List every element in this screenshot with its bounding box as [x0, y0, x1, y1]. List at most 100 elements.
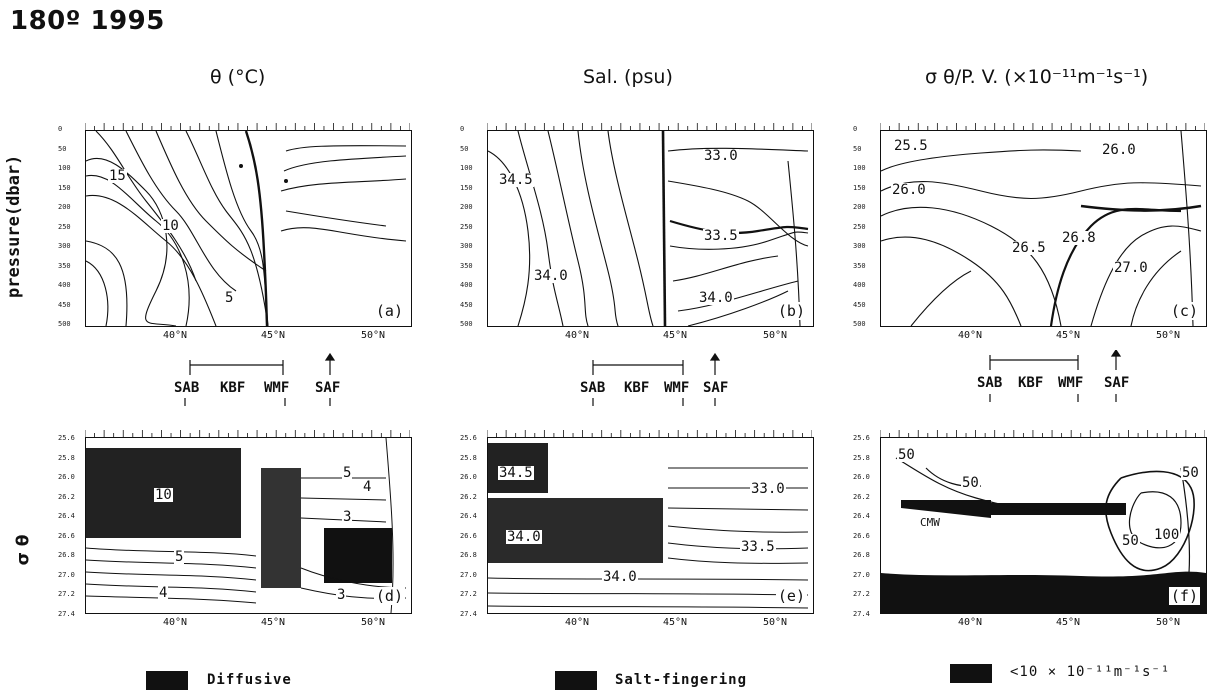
front-sab: SAB — [977, 375, 1003, 391]
pressure-tick: 250 — [853, 222, 866, 231]
latitude-tick: 40°N — [163, 330, 188, 341]
pressure-tick: 450 — [853, 300, 866, 309]
pressure-axis-label: pressure(dbar) — [4, 154, 24, 298]
sigma-tick: 26.4 — [853, 512, 870, 520]
contour-label: 100 — [1153, 527, 1181, 543]
contour-label: 50 — [1121, 533, 1140, 549]
sigma-tick: 26.0 — [58, 473, 75, 481]
contour-label: 3 — [336, 587, 347, 603]
pressure-tick: 200 — [58, 203, 71, 211]
sigma-tick: 26.2 — [58, 492, 75, 501]
pressure-tick: 0 — [58, 125, 63, 133]
pressure-tick: 400 — [853, 281, 866, 289]
front-kbf: KBF — [624, 380, 650, 396]
contour-label: 26.8 — [1061, 230, 1097, 246]
pressure-tick: 250 — [460, 222, 473, 231]
sigma-tick: 26.6 — [853, 531, 870, 540]
pressure-tick: 150 — [853, 183, 866, 192]
contour-label: 3 — [342, 509, 353, 525]
pressure-tick: 0 — [853, 125, 858, 133]
sigma-tick: 26.4 — [460, 512, 477, 520]
pressure-tick: 0 — [460, 125, 465, 133]
sigma-tick: 26.8 — [460, 551, 477, 559]
pressure-tick: 500 — [460, 320, 473, 328]
sigma-tick: 26.4 — [58, 512, 75, 520]
front-bracket-arrows — [184, 350, 1122, 406]
panel-c-density-section: 25.5 26.0 26.0 26.5 26.8 27.0 (c) — [880, 130, 1207, 327]
contour-label: 50 — [897, 447, 916, 463]
sigma-tick: 27.0 — [460, 570, 477, 579]
contour-label: 5 — [342, 465, 353, 481]
pressure-tick: 50 — [58, 144, 67, 153]
panel-f-contours — [881, 457, 1206, 613]
panel-c-label: (c) — [1168, 302, 1200, 320]
contour-label: 10 — [161, 218, 180, 234]
panel-a-label: (a) — [373, 302, 405, 320]
contour-label: 50 — [961, 475, 980, 491]
panel-e-label: (e) — [775, 587, 807, 605]
pressure-tick: 150 — [58, 183, 71, 192]
latitude-tick: 50°N — [763, 617, 788, 628]
sigma-tick: 27.0 — [853, 570, 870, 579]
pressure-tick: 400 — [58, 281, 71, 289]
sigma-tick: 26.2 — [460, 492, 477, 501]
latitude-tick: 50°N — [1156, 617, 1181, 628]
latitude-tick: 45°N — [1056, 330, 1081, 341]
contour-label: 34.0 — [533, 268, 569, 284]
sigma-tick: 27.4 — [853, 609, 870, 618]
salt-fingering-legend-label: Salt-fingering — [615, 672, 748, 688]
front-sab: SAB — [580, 380, 606, 396]
pressure-tick: 450 — [460, 300, 473, 309]
sigma-tick: 27.0 — [58, 570, 75, 579]
sigma-tick: 26.2 — [853, 492, 870, 501]
latitude-tick: 45°N — [1056, 617, 1081, 628]
sigma-tick: 26.0 — [460, 473, 477, 481]
panel-e-salinity-density: 34.5 33.0 34.0 33.5 34.0 (e) — [487, 437, 814, 614]
sigma-tick: 27.2 — [58, 590, 75, 598]
panel-d-label: (d) — [373, 587, 405, 605]
front-saf: SAF — [315, 380, 341, 396]
pressure-tick: 500 — [853, 320, 866, 328]
pressure-tick: 250 — [58, 222, 71, 231]
sigma-tick: 26.8 — [853, 551, 870, 559]
latitude-tick: 50°N — [361, 330, 386, 341]
sigma-tick: 26.8 — [58, 551, 75, 559]
sigma-tick: 25.8 — [58, 453, 75, 462]
front-saf: SAF — [1104, 375, 1130, 391]
contour-label: 26.0 — [891, 182, 927, 198]
panel-f-label: (f) — [1168, 587, 1200, 605]
pressure-tick: 200 — [853, 203, 866, 211]
contour-label: 34.0 — [698, 290, 734, 306]
front-wmf: WMF — [1058, 375, 1084, 391]
pressure-tick: 300 — [58, 242, 71, 250]
station-ruler — [487, 430, 812, 437]
panel-b-label: (b) — [775, 302, 807, 320]
panel-f-pv-density: 50 50 50 50 100 CMW (f) — [880, 437, 1207, 614]
pressure-tick: 300 — [460, 242, 473, 250]
pressure-tick: 350 — [58, 261, 71, 270]
pressure-tick: 350 — [460, 261, 473, 270]
sigma-tick: 25.8 — [853, 453, 870, 462]
panel-b-contours — [487, 130, 809, 327]
latitude-tick: 40°N — [958, 330, 983, 341]
low-pv-legend-label: <10 × 10⁻¹¹m⁻¹s⁻¹ — [1010, 664, 1171, 680]
latitude-tick: 50°N — [763, 330, 788, 341]
sigma-tick: 25.8 — [460, 453, 477, 462]
figure-title: 180º 1995 — [10, 6, 165, 36]
sigma-tick: 26.6 — [58, 531, 75, 540]
contour-label: 50 — [1181, 465, 1200, 481]
pressure-tick: 300 — [853, 242, 866, 250]
front-kbf: KBF — [1018, 375, 1044, 391]
contour-label: 5 — [174, 549, 185, 565]
panel-e-contours — [487, 443, 809, 609]
latitude-tick: 50°N — [361, 617, 386, 628]
panel-a-contours — [85, 130, 407, 327]
station-ruler — [85, 430, 410, 437]
sigma-tick: 25.6 — [853, 434, 870, 442]
sigma-tick: 27.2 — [853, 590, 870, 598]
pressure-tick: 50 — [460, 144, 469, 153]
panel-a-temperature-section: 15 10 5 (a) — [85, 130, 412, 327]
latitude-tick: 45°N — [663, 617, 688, 628]
pressure-tick: 100 — [853, 164, 866, 172]
contour-label: 33.5 — [703, 228, 739, 244]
